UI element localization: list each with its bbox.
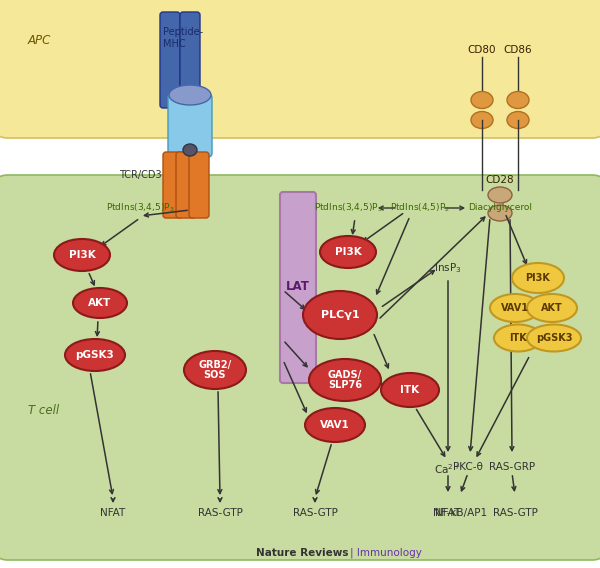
Ellipse shape — [73, 288, 127, 318]
Text: Peptide-
MHC: Peptide- MHC — [163, 27, 203, 49]
Ellipse shape — [320, 236, 376, 268]
Text: NF-κB/AP1: NF-κB/AP1 — [433, 508, 487, 518]
Text: NFAT: NFAT — [100, 508, 125, 518]
FancyBboxPatch shape — [280, 192, 316, 383]
Ellipse shape — [184, 351, 246, 389]
Text: PI3K: PI3K — [68, 250, 95, 260]
Ellipse shape — [54, 239, 110, 271]
Text: ITK: ITK — [509, 333, 527, 343]
Text: CD80: CD80 — [468, 45, 496, 55]
FancyBboxPatch shape — [0, 175, 600, 560]
Ellipse shape — [471, 111, 493, 128]
FancyBboxPatch shape — [163, 152, 183, 218]
Text: RAS-GRP: RAS-GRP — [489, 462, 535, 472]
Ellipse shape — [507, 91, 529, 108]
Text: pGSK3: pGSK3 — [536, 333, 572, 343]
Text: AKT: AKT — [541, 303, 563, 313]
Text: PtdIns(3,4,5)P$_3$: PtdIns(3,4,5)P$_3$ — [314, 202, 382, 214]
Text: RAS-GTP: RAS-GTP — [197, 508, 242, 518]
Text: GADS/
SLP76: GADS/ SLP76 — [328, 370, 362, 390]
Text: PtdIns(4,5)P$_2$: PtdIns(4,5)P$_2$ — [390, 202, 450, 214]
Text: VAV1: VAV1 — [501, 303, 529, 313]
FancyBboxPatch shape — [160, 12, 180, 108]
Text: PLCγ1: PLCγ1 — [320, 310, 359, 320]
Text: InsP$_3$: InsP$_3$ — [434, 261, 462, 275]
Text: NFAT: NFAT — [436, 508, 461, 518]
Text: TCR/CD3: TCR/CD3 — [119, 170, 162, 180]
Text: PI3K: PI3K — [526, 273, 550, 283]
Ellipse shape — [471, 91, 493, 108]
Ellipse shape — [488, 205, 512, 221]
Text: pGSK3: pGSK3 — [76, 350, 115, 360]
Ellipse shape — [169, 85, 211, 105]
Text: APC: APC — [28, 34, 52, 47]
Text: AKT: AKT — [88, 298, 112, 308]
Text: Nature Reviews: Nature Reviews — [256, 548, 348, 558]
Text: GRB2/
SOS: GRB2/ SOS — [199, 360, 232, 381]
Ellipse shape — [381, 373, 439, 407]
Text: | Immunology: | Immunology — [350, 548, 422, 558]
Text: CD28: CD28 — [485, 175, 514, 185]
Ellipse shape — [527, 324, 581, 352]
Text: RAS-GTP: RAS-GTP — [493, 508, 538, 518]
Text: VAV1: VAV1 — [320, 420, 350, 430]
Text: T cell: T cell — [28, 403, 59, 416]
FancyBboxPatch shape — [180, 12, 200, 108]
Text: RAS-GTP: RAS-GTP — [293, 508, 337, 518]
FancyBboxPatch shape — [168, 94, 212, 157]
Text: ITK: ITK — [400, 385, 419, 395]
Ellipse shape — [490, 294, 540, 322]
Text: PI3K: PI3K — [335, 247, 361, 257]
Ellipse shape — [303, 291, 377, 339]
Ellipse shape — [512, 263, 564, 293]
Ellipse shape — [309, 359, 381, 401]
Text: PtdIns(3,4,5)P$_3$: PtdIns(3,4,5)P$_3$ — [106, 202, 175, 214]
Text: Ca$^{2+}$: Ca$^{2+}$ — [434, 462, 461, 476]
Text: Diacylglycerol: Diacylglycerol — [468, 203, 532, 212]
Text: LAT: LAT — [286, 281, 310, 294]
FancyBboxPatch shape — [0, 0, 600, 138]
Ellipse shape — [507, 111, 529, 128]
Ellipse shape — [488, 187, 512, 203]
Text: CD86: CD86 — [503, 45, 532, 55]
FancyBboxPatch shape — [176, 152, 196, 218]
FancyBboxPatch shape — [189, 152, 209, 218]
Text: PKC-θ: PKC-θ — [453, 462, 483, 472]
Ellipse shape — [65, 339, 125, 371]
Ellipse shape — [183, 144, 197, 156]
Ellipse shape — [494, 324, 542, 352]
Ellipse shape — [305, 408, 365, 442]
Ellipse shape — [527, 294, 577, 322]
